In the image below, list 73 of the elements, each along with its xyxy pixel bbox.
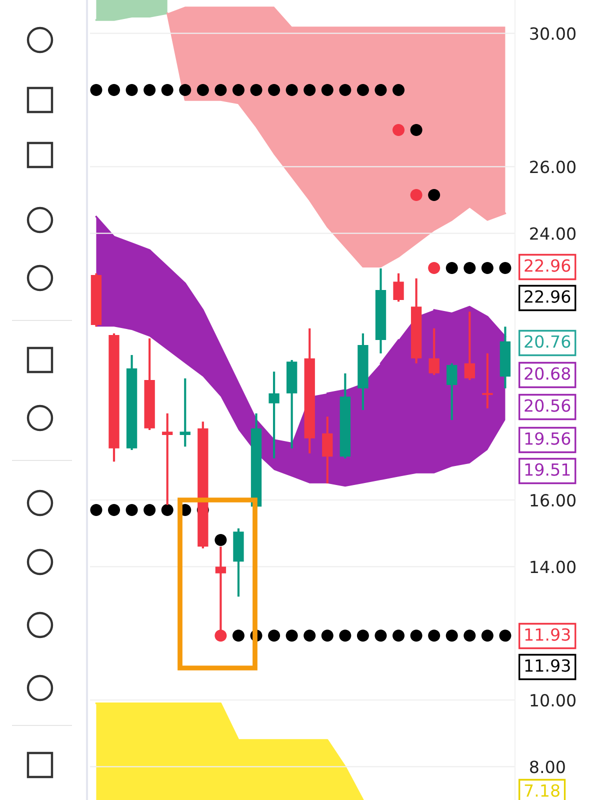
point bbox=[410, 630, 422, 642]
point bbox=[321, 630, 334, 642]
point bbox=[321, 84, 334, 96]
candlestick bbox=[322, 416, 333, 484]
text: 22.96 bbox=[524, 290, 570, 303]
candlestick bbox=[464, 310, 475, 382]
point bbox=[108, 84, 120, 96]
y-tick-label: 30.00 bbox=[530, 27, 576, 40]
candlestick bbox=[446, 362, 458, 422]
text: 11.93 bbox=[525, 628, 570, 641]
y-tick-label: 26.00 bbox=[530, 160, 576, 174]
y-tick-label: 16.00 bbox=[530, 494, 576, 507]
point bbox=[339, 84, 352, 96]
point bbox=[374, 84, 387, 96]
point bbox=[268, 84, 280, 96]
point bbox=[250, 84, 262, 96]
point bbox=[428, 630, 440, 642]
point bbox=[392, 84, 405, 96]
point bbox=[428, 262, 440, 274]
point bbox=[196, 84, 209, 96]
point bbox=[392, 124, 405, 136]
text: 20.76 bbox=[524, 335, 570, 348]
point bbox=[161, 84, 174, 96]
y-tick-label: 24.00 bbox=[530, 227, 576, 240]
point bbox=[126, 504, 138, 516]
point bbox=[428, 188, 440, 202]
candlestick bbox=[428, 327, 440, 376]
point bbox=[464, 630, 476, 642]
point bbox=[446, 262, 458, 274]
point bbox=[232, 630, 244, 642]
candlestick bbox=[268, 370, 280, 460]
point bbox=[446, 630, 458, 642]
text: 20.68 bbox=[524, 367, 570, 380]
point bbox=[356, 630, 369, 642]
point bbox=[144, 504, 156, 516]
point bbox=[304, 630, 316, 642]
y-tick-label: 10.00 bbox=[530, 694, 576, 707]
point bbox=[481, 262, 494, 274]
point bbox=[179, 84, 192, 96]
text: 19.56 bbox=[525, 432, 570, 445]
point bbox=[481, 630, 494, 642]
text: 7.18 bbox=[524, 784, 560, 797]
point bbox=[304, 84, 316, 96]
point bbox=[286, 84, 298, 96]
point bbox=[464, 262, 476, 274]
point bbox=[268, 630, 280, 642]
point bbox=[410, 124, 422, 136]
point bbox=[108, 504, 120, 516]
text: 20.56 bbox=[524, 399, 570, 412]
point bbox=[499, 262, 512, 274]
point bbox=[90, 84, 102, 96]
point bbox=[410, 188, 422, 202]
point bbox=[232, 84, 244, 96]
text: 22.96 bbox=[524, 259, 570, 272]
point bbox=[126, 84, 138, 96]
point bbox=[144, 84, 156, 96]
point bbox=[286, 630, 298, 642]
y-tick-label: 8.00 bbox=[530, 760, 565, 774]
point bbox=[374, 630, 387, 642]
point bbox=[90, 504, 102, 516]
point bbox=[339, 630, 352, 642]
point bbox=[161, 504, 174, 516]
point bbox=[214, 534, 227, 546]
point bbox=[214, 84, 227, 96]
point bbox=[392, 630, 405, 642]
candlestick bbox=[180, 377, 190, 448]
candlestick bbox=[482, 352, 493, 410]
text: 19.51 bbox=[525, 463, 570, 476]
point bbox=[356, 84, 369, 96]
candlestick bbox=[393, 272, 404, 303]
text: 11.93 bbox=[525, 659, 570, 672]
y-tick-label: 14.00 bbox=[530, 560, 576, 574]
point bbox=[499, 630, 512, 642]
